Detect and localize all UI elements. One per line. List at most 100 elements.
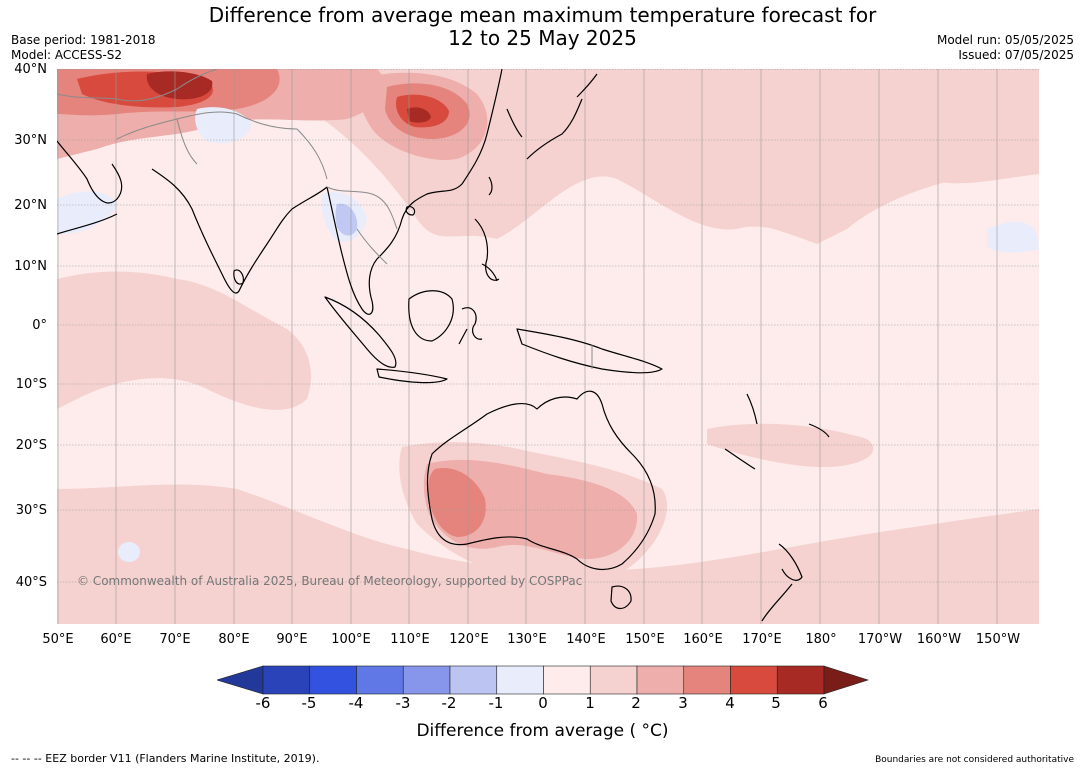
- coastline-australia: [426, 390, 656, 571]
- title-line-2: 12 to 25 May 2025: [448, 26, 637, 50]
- anomaly-region-perth: [428, 468, 486, 537]
- lon-label: 170°E: [742, 632, 782, 647]
- colorbar-segment: [543, 665, 591, 695]
- base-period: Base period: 1981-2018: [11, 33, 156, 47]
- colorbar-label: Difference from average ( °C): [416, 721, 669, 741]
- colorbar-segment: [402, 665, 451, 695]
- colorbar-segment: [262, 665, 311, 695]
- coastline-arabia: [57, 140, 123, 235]
- coastline-java: [376, 368, 448, 384]
- meta-right: Model run: 05/05/2025 Issued: 07/05/2025: [937, 33, 1074, 63]
- coastline-hainan: [405, 206, 416, 216]
- colorbar-segment: [730, 665, 778, 695]
- coastline-borneo: [408, 290, 454, 342]
- cool-anomaly-layer: [57, 107, 1039, 562]
- boundary-south-asia: [116, 111, 328, 180]
- meta-left: Base period: 1981-2018 Model: ACCESS-S2: [11, 33, 156, 63]
- colorbar-tick: -1: [488, 694, 504, 712]
- lon-label: 100°E: [331, 632, 371, 647]
- coastline-new-guinea: [516, 328, 663, 374]
- chart-title: Difference from average mean maximum tem…: [0, 4, 1085, 50]
- lon-label: 130°E: [507, 632, 547, 647]
- title-line-1: Difference from average mean maximum tem…: [208, 3, 877, 27]
- anomaly-region-south: [57, 484, 1039, 624]
- issued-date: Issued: 07/05/2025: [958, 48, 1074, 62]
- colorbar-tick: -4: [348, 694, 364, 712]
- colorbar-extension-low: [217, 665, 264, 695]
- copyright-notice: © Commonwealth of Australia 2025, Bureau…: [77, 574, 583, 588]
- lat-label: 30°N: [14, 133, 47, 148]
- lat-label: 30°S: [15, 503, 47, 518]
- lon-label: 110°E: [390, 632, 430, 647]
- lon-label: 90°E: [276, 632, 308, 647]
- lat-label: 40°N: [14, 62, 47, 77]
- colorbar-tick: 2: [631, 694, 641, 712]
- colorbar-segment: [356, 665, 404, 695]
- lon-label: 150°W: [975, 632, 1021, 647]
- anomaly-region-indian-ocean: [57, 271, 311, 410]
- country-boundaries: [57, 69, 593, 369]
- lat-label: 40°S: [15, 575, 47, 590]
- colorbar-segment: [683, 665, 731, 695]
- lat-label: 20°S: [15, 438, 47, 453]
- coastline-new-zealand: [761, 543, 803, 622]
- lat-label: 0°: [32, 318, 47, 333]
- coastline-fiji: [808, 423, 830, 438]
- coastline-sumatra: [324, 296, 397, 368]
- coastline-philippines: [474, 218, 500, 282]
- coastline-india: [151, 168, 328, 294]
- anomaly-region-hottest-china: [407, 107, 431, 123]
- cool-region-tibet: [195, 107, 252, 144]
- cool-region-south-indian: [118, 542, 140, 562]
- colorbar-tick: 4: [725, 694, 735, 712]
- coastlines: [57, 69, 830, 622]
- lon-label: 160°W: [916, 632, 962, 647]
- lon-label: 80°E: [218, 632, 250, 647]
- lat-label: 10°S: [15, 377, 47, 392]
- boundary-indochina: [326, 186, 398, 265]
- longitude-gridlines: [57, 69, 998, 624]
- colorbar-segment: [496, 665, 544, 695]
- colorbar: [217, 665, 869, 695]
- colorbar-tick: 3: [678, 694, 688, 712]
- lat-label: 20°N: [14, 198, 47, 213]
- model-name: Model: ACCESS-S2: [11, 48, 123, 62]
- colorbar-tick: 5: [771, 694, 781, 712]
- colorbar-segment: [309, 665, 357, 695]
- cool-region-central-pacific: [987, 221, 1039, 253]
- map-svg: [57, 69, 1039, 624]
- lon-label: 170°W: [857, 632, 903, 647]
- coastline-sulawesi: [458, 307, 483, 345]
- colorbar-tick: -2: [441, 694, 457, 712]
- colorbar-extension-high: [823, 665, 869, 695]
- lon-label: 150°E: [625, 632, 665, 647]
- coastline-tasmania: [610, 585, 632, 610]
- forecast-map: [57, 69, 1039, 624]
- cool-region-myanmar: [335, 203, 358, 236]
- colorbar-segment: [636, 665, 685, 695]
- colorbar-segment: [589, 665, 638, 695]
- colorbar-tick: -6: [255, 694, 271, 712]
- lon-label: 140°E: [566, 632, 606, 647]
- coastline-korea: [506, 108, 523, 138]
- colorbar-tick: 6: [818, 694, 828, 712]
- coastline-new-caledonia: [724, 448, 756, 470]
- colorbar-segment: [449, 665, 498, 695]
- colorbar-tick: 1: [585, 694, 595, 712]
- model-run: Model run: 05/05/2025: [936, 33, 1074, 47]
- colorbar-segment: [776, 665, 825, 695]
- lon-label: 160°E: [683, 632, 723, 647]
- lon-label: 50°E: [42, 632, 74, 647]
- colorbar-segments: [217, 665, 869, 695]
- lon-label: 120°E: [449, 632, 489, 647]
- colorbar-tick: 0: [538, 694, 548, 712]
- coastline-sri-lanka: [233, 269, 244, 285]
- lon-label: 60°E: [100, 632, 132, 647]
- coastline-vanuatu: [746, 393, 758, 425]
- boundary-central-asia: [57, 69, 218, 102]
- colorbar-tick: -5: [301, 694, 317, 712]
- coastline-taiwan: [488, 176, 493, 196]
- anomaly-region-western-australia: [423, 459, 638, 559]
- coastline-japan: [526, 73, 598, 160]
- cool-region-arabia: [57, 191, 117, 234]
